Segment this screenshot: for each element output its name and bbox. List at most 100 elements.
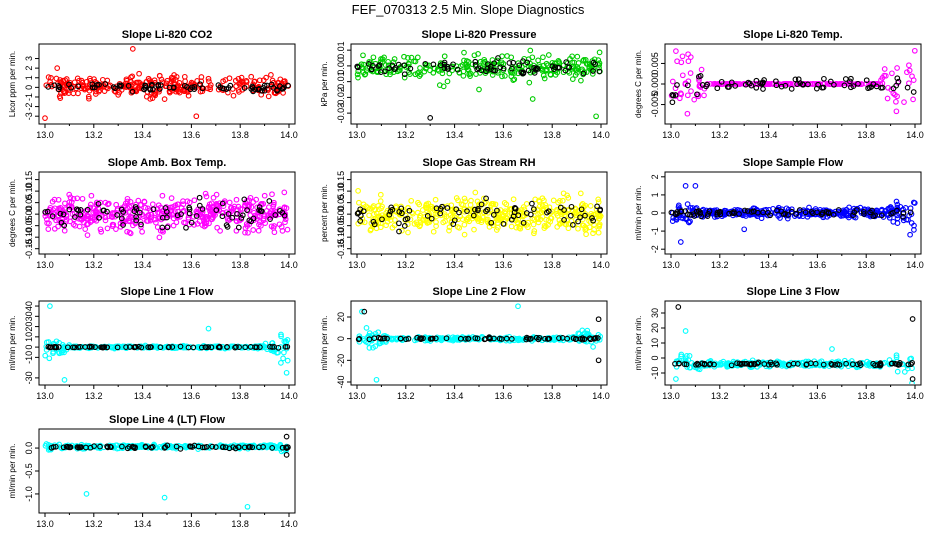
data-point — [245, 229, 251, 236]
x-tick-label: 13.8 — [231, 391, 249, 401]
data-point — [384, 335, 390, 342]
data-point — [84, 221, 90, 228]
y-tick-label: 0.000 — [650, 73, 660, 96]
data-point — [220, 443, 226, 450]
data-point — [99, 344, 106, 351]
data-point — [408, 54, 415, 61]
data-point — [278, 360, 284, 366]
data-point — [500, 65, 507, 72]
data-point — [830, 211, 837, 218]
data-point — [149, 444, 156, 450]
data-point — [676, 357, 682, 364]
data-point — [66, 191, 73, 198]
x-tick-label: 13.4 — [760, 130, 778, 140]
data-point — [173, 219, 180, 226]
data-point — [265, 93, 272, 100]
data-point — [268, 72, 274, 78]
data-point — [196, 202, 203, 209]
data-point — [901, 99, 907, 105]
outlier-point — [909, 316, 916, 322]
data-point — [262, 340, 269, 347]
data-point — [674, 82, 680, 88]
data-point — [279, 86, 286, 92]
data-point — [582, 212, 588, 219]
data-point — [737, 81, 743, 87]
data-point — [189, 444, 196, 450]
y-tick-label: 1 — [24, 75, 34, 80]
data-point — [188, 219, 195, 226]
data-point — [556, 221, 563, 227]
data-point — [802, 209, 809, 216]
data-point — [43, 441, 50, 447]
data-point — [494, 207, 500, 214]
data-point — [249, 444, 256, 451]
data-point — [274, 349, 280, 356]
data-point — [678, 208, 685, 214]
panel-title: Slope Gas Stream RH — [422, 157, 535, 169]
data-point — [97, 226, 104, 233]
data-point — [372, 343, 379, 350]
data-point — [502, 73, 508, 79]
data-point — [596, 215, 603, 221]
data-point — [684, 82, 691, 89]
data-point — [58, 349, 65, 356]
data-point — [147, 86, 154, 93]
data-point — [444, 203, 451, 209]
y-tick-label: 0.00 — [336, 57, 346, 75]
data-point — [881, 72, 888, 79]
y-tick-label: -0.01 — [336, 71, 346, 92]
data-point — [895, 362, 902, 368]
x-tick-label: 13.6 — [183, 519, 201, 529]
data-point — [235, 224, 242, 231]
data-point — [440, 83, 447, 90]
data-point — [524, 59, 531, 66]
y-tick-label: 0.05 — [336, 194, 346, 212]
data-point — [492, 67, 499, 74]
x-tick-label: 13.8 — [857, 391, 875, 401]
y-tick-label: 20 — [650, 323, 660, 333]
data-point — [145, 218, 151, 224]
data-point — [75, 207, 82, 214]
data-point — [201, 223, 208, 230]
data-point — [241, 444, 248, 451]
data-point — [754, 209, 761, 216]
data-point — [42, 352, 49, 359]
data-point — [269, 344, 276, 350]
data-point — [156, 234, 163, 241]
x-tick-label: 13.6 — [809, 260, 827, 270]
data-point — [271, 229, 278, 236]
data-point — [185, 92, 192, 99]
data-point — [257, 208, 264, 214]
data-point — [706, 208, 713, 215]
data-point — [559, 197, 566, 204]
data-point — [357, 218, 364, 224]
series-slope — [42, 303, 291, 383]
data-point — [257, 344, 263, 350]
data-point — [863, 77, 870, 84]
data-point — [908, 361, 914, 368]
data-point — [120, 343, 126, 350]
data-point — [132, 87, 139, 94]
data-point — [44, 208, 51, 215]
x-tick-label: 13.4 — [134, 519, 152, 529]
data-point — [196, 194, 203, 201]
y-tick-label: 30 — [24, 311, 34, 321]
data-point — [182, 78, 188, 85]
data-point — [893, 108, 900, 115]
data-point — [461, 57, 467, 64]
x-tick-label: 13.8 — [857, 130, 875, 140]
y-tick-label: 10 — [24, 332, 34, 342]
data-point — [104, 444, 111, 451]
data-point — [541, 225, 548, 231]
data-point — [566, 64, 572, 71]
data-point — [87, 75, 93, 82]
data-point — [376, 340, 383, 347]
y-tick-label: 0.00 — [336, 205, 346, 223]
data-point — [247, 194, 254, 201]
data-point — [444, 78, 451, 85]
data-point — [472, 206, 478, 213]
outlier-point — [161, 494, 168, 501]
y-tick-label: 40 — [24, 301, 34, 311]
data-point — [878, 212, 885, 219]
data-point — [74, 195, 81, 202]
